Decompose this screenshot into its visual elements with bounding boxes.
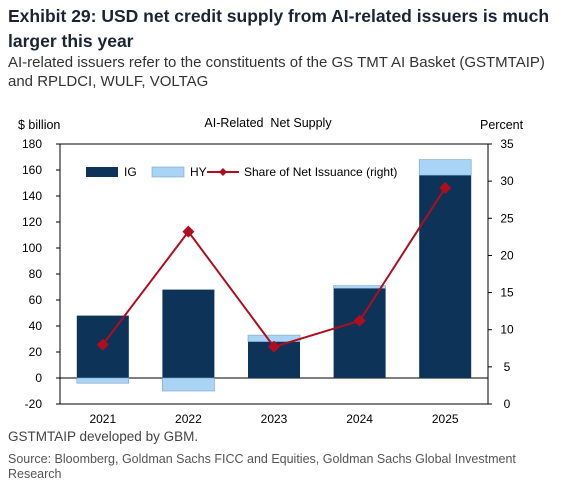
x-tick-label: 2025	[432, 412, 459, 426]
share-marker-2025	[439, 181, 452, 194]
y2-tick-label: 0	[504, 397, 511, 411]
share-marker-2022	[182, 225, 195, 238]
y-tick-label: 180	[22, 137, 42, 151]
legend-label-hy: HY	[190, 165, 207, 179]
bar-ig-2022	[162, 289, 215, 378]
share-line	[102, 187, 447, 348]
y-tick-label: 40	[29, 319, 43, 333]
y2-tick-label: 30	[500, 174, 514, 188]
chart-subtitle: AI-related issuers refer to the constitu…	[8, 54, 545, 90]
y2-axis-label: Percent	[480, 118, 524, 132]
y-tick-label: 120	[22, 215, 42, 229]
y2-tick-label: 35	[500, 137, 514, 151]
y-axis-label: $ billion	[18, 118, 60, 132]
x-tick-label: 2023	[261, 412, 288, 426]
legend-marker-share	[219, 168, 227, 176]
legend-swatch-hy	[151, 166, 185, 178]
y2-tick-label: 15	[500, 286, 514, 300]
legend-swatch-ig	[86, 167, 118, 177]
x-tick-label: 2021	[89, 412, 116, 426]
y-tick-label: 20	[29, 345, 43, 359]
share-marker-2024	[353, 314, 366, 327]
legend-label-share: Share of Net Issuance (right)	[244, 165, 397, 179]
y-tick-label: 0	[35, 371, 42, 385]
plot-title: AI-Related Net Supply	[204, 116, 332, 130]
note: GSTMTAIP developed by GBM.	[8, 429, 199, 444]
y2-tick-label: 20	[500, 248, 514, 262]
share-marker-2023	[268, 340, 280, 353]
bar-ig-2025	[419, 175, 472, 378]
share-marker-2021	[96, 338, 109, 351]
y2-tick-label: 10	[500, 323, 514, 337]
bar-ig-2024	[333, 288, 386, 378]
y-tick-label: 60	[29, 293, 43, 307]
bar-hy-2024	[333, 285, 386, 289]
y2-tick-label: 5	[504, 360, 511, 374]
y-tick-label: 80	[29, 267, 43, 281]
y-tick-label: 100	[22, 241, 42, 255]
x-tick-label: 2024	[346, 412, 373, 426]
y-tick-label: -20	[25, 397, 43, 411]
bar-hy-2021	[76, 377, 130, 384]
y-tick-label: 140	[22, 189, 42, 203]
source-note: Source: Bloomberg, Goldman Sachs FICC an…	[8, 452, 516, 481]
legend-label-ig: IG	[124, 165, 137, 179]
y-tick-label: 160	[22, 163, 42, 177]
bar-hy-2025	[418, 159, 472, 176]
chart-title-heading: Exhibit 29: USD net credit supply from A…	[8, 6, 550, 51]
y2-tick-label: 25	[500, 211, 514, 225]
x-tick-label: 2022	[175, 412, 202, 426]
legend: IG HY Share of Net Issuance (right)	[86, 165, 397, 179]
bar-hy-2022	[162, 377, 215, 392]
chart: $ billion Percent AI-Related Net Supply …	[18, 116, 524, 426]
